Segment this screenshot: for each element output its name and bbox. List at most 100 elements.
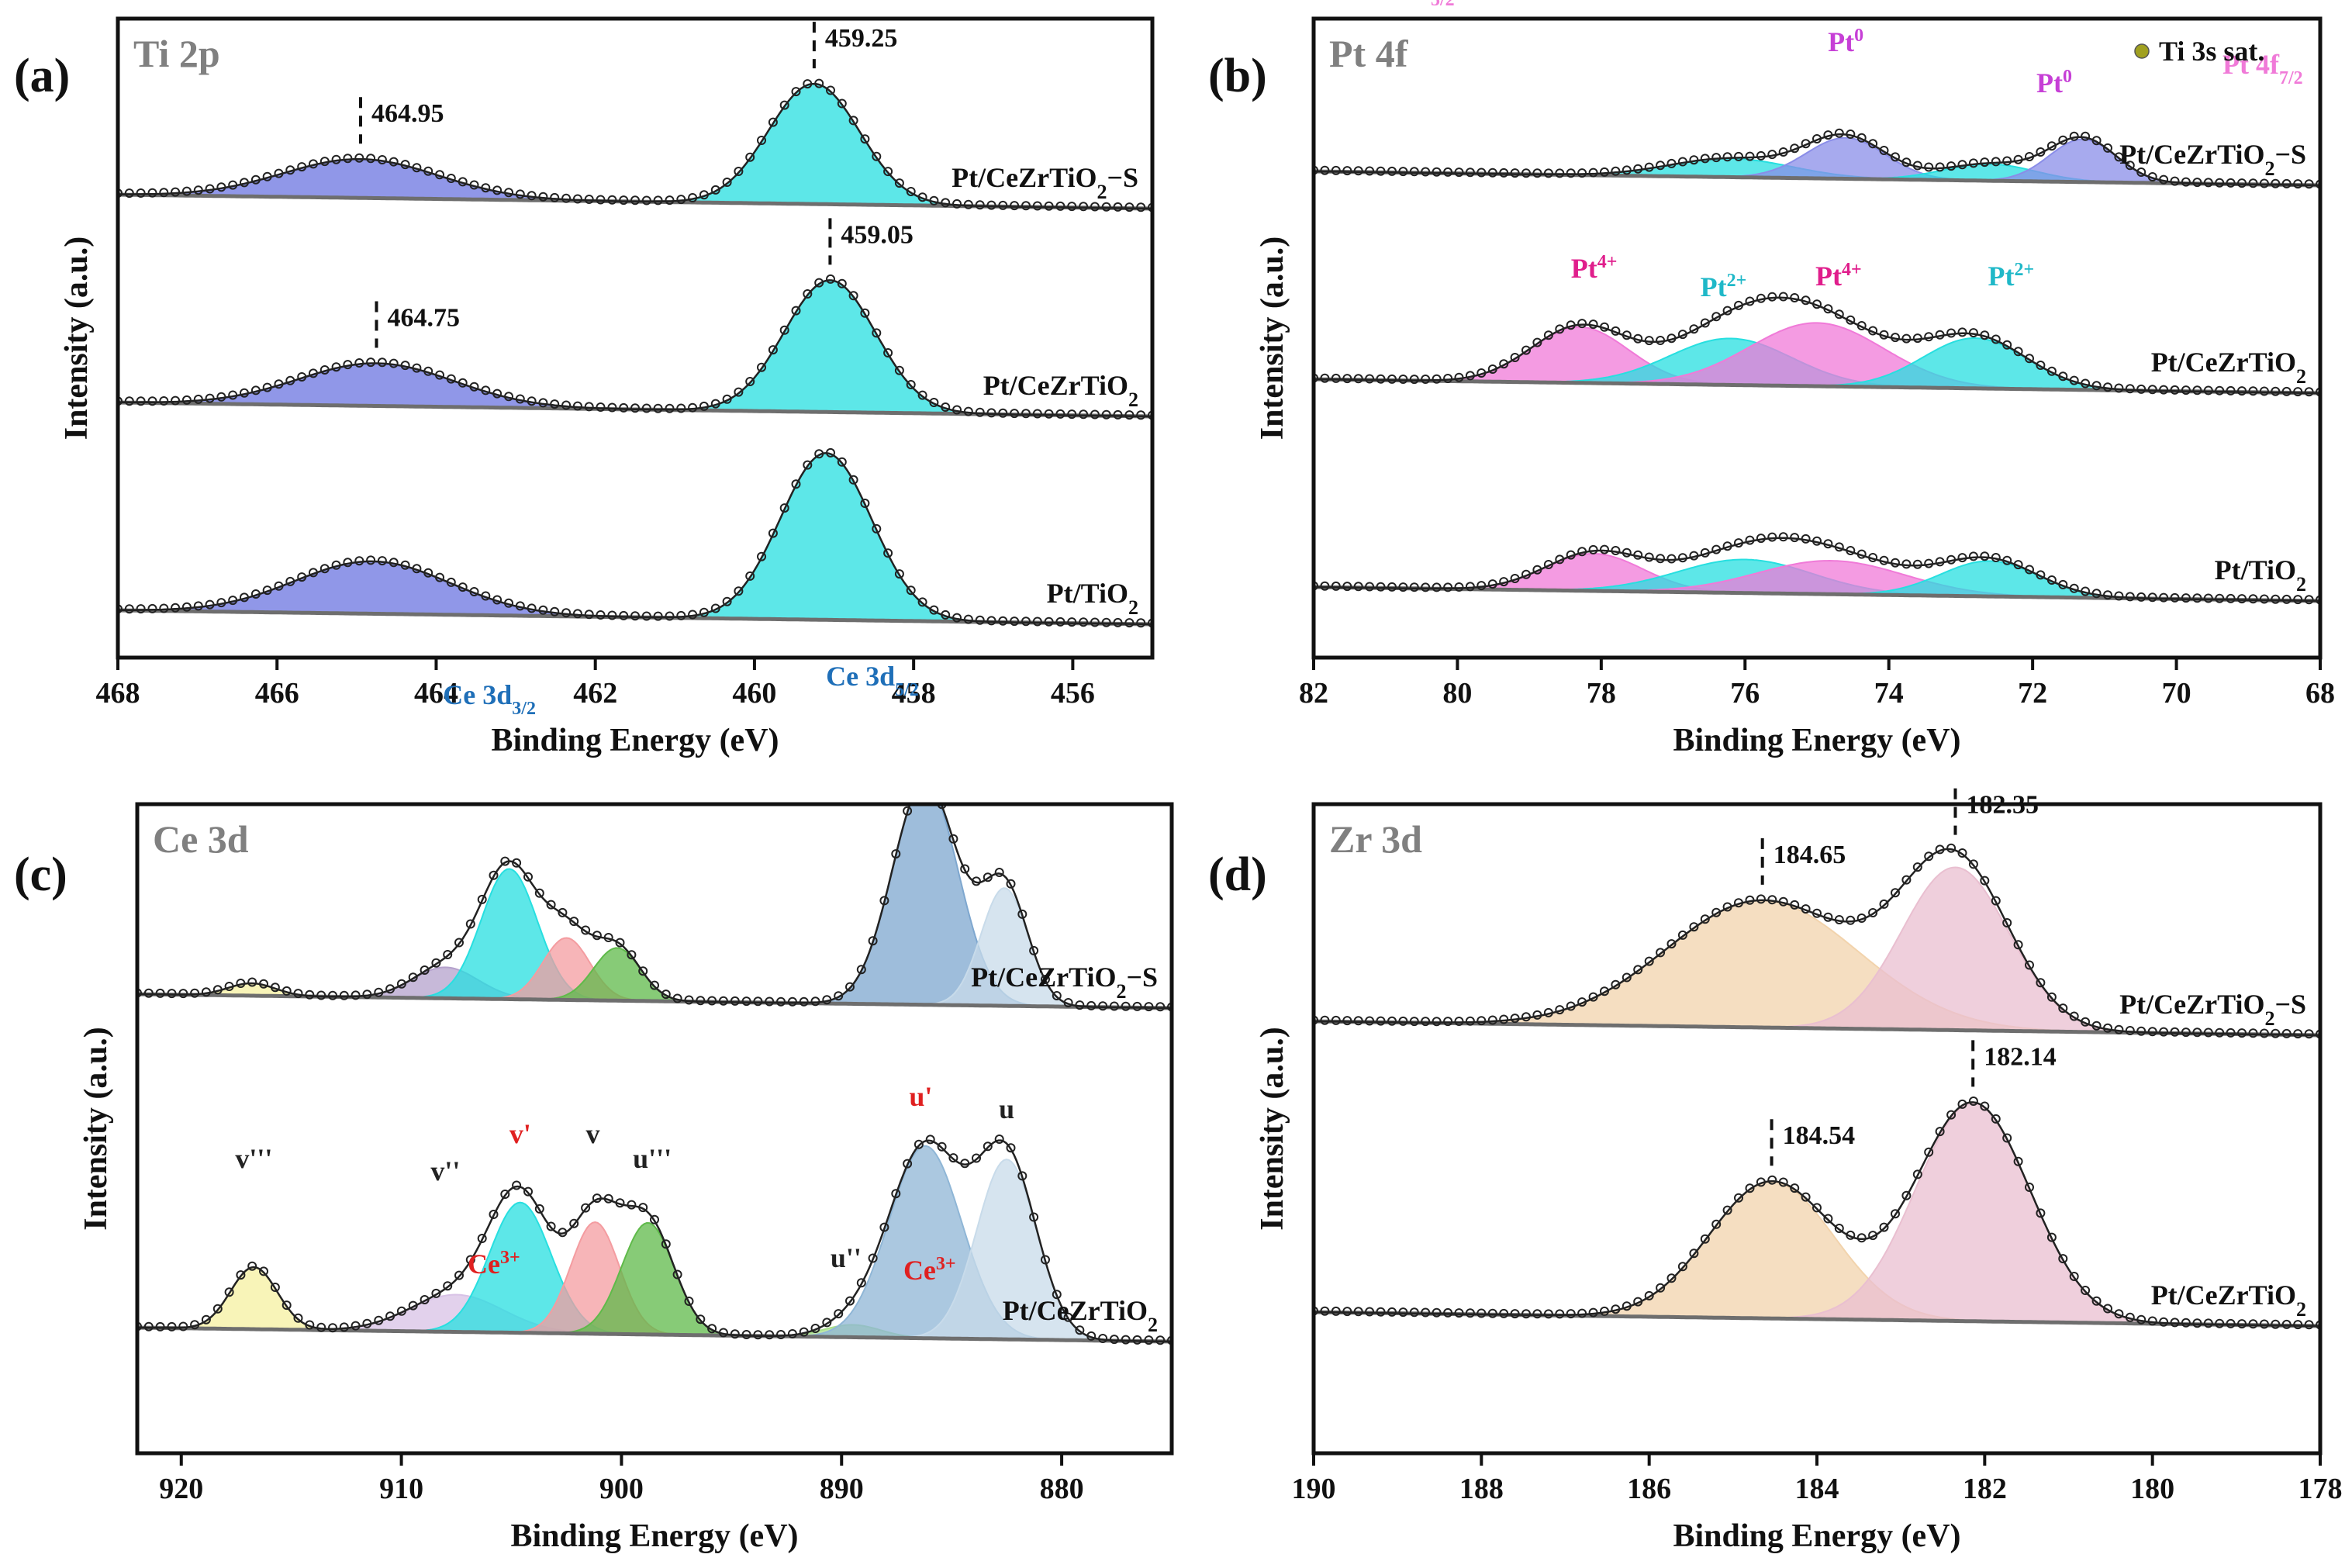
data-point: [1476, 368, 1487, 378]
annotation-text: Ce: [903, 1255, 936, 1286]
data-point: [1633, 1297, 1643, 1307]
data-point: [2103, 1023, 2112, 1033]
data-point: [1689, 324, 1699, 334]
data-point: [1801, 295, 1811, 306]
data-point: [1823, 304, 1833, 314]
data-point: [469, 180, 479, 190]
data-point: [124, 396, 134, 406]
annotation-sup: 4+: [1842, 260, 1862, 280]
sample-label-main: Pt/CeZrTiO: [2151, 1280, 2296, 1311]
peak-annotation: u': [909, 1081, 932, 1112]
data-point: [354, 358, 364, 368]
data-point: [1611, 979, 1621, 989]
peak-annotation: Pt4+: [1571, 252, 1618, 284]
data-point: [1846, 1230, 1856, 1240]
data-point: [1823, 1214, 1833, 1224]
data-point: [868, 1253, 878, 1263]
data-point: [259, 979, 268, 989]
x-tick-label: 466: [255, 677, 299, 710]
data-point: [627, 950, 637, 960]
data-point: [190, 1320, 200, 1330]
sample-label-suffix: −S: [2274, 989, 2306, 1020]
data-point: [803, 289, 813, 299]
data-point: [2147, 172, 2157, 181]
data-point: [1856, 1233, 1867, 1243]
annotation-text: Pt: [1571, 253, 1597, 284]
data-point: [1021, 409, 1031, 419]
data-point: [201, 987, 211, 997]
data-point: [2271, 386, 2281, 396]
sample-label-sub: 2: [1128, 389, 1138, 411]
data-point: [2114, 1024, 2124, 1034]
data-point: [1487, 1015, 1497, 1025]
data-point: [2271, 178, 2281, 188]
data-point: [960, 864, 970, 874]
sample-label-sub: 2: [2296, 573, 2306, 596]
data-point: [205, 393, 215, 403]
data-point: [791, 479, 801, 489]
data-point: [1342, 374, 1352, 384]
data-point: [1387, 166, 1397, 176]
data-point: [2304, 387, 2314, 397]
data-point: [2304, 179, 2314, 189]
data-point: [630, 195, 640, 205]
data-point: [998, 200, 1008, 210]
data-point: [1353, 374, 1363, 384]
data-point: [787, 1329, 797, 1338]
annotation-text: Pt: [1701, 271, 1727, 302]
data-point: [848, 475, 858, 485]
series-1: [137, 804, 1172, 1012]
data-point: [822, 995, 832, 1005]
data-point: [1398, 582, 1408, 592]
data-point: [228, 596, 238, 606]
data-point: [1677, 1262, 1687, 1272]
peak-annotation: Pt4+: [1815, 260, 1862, 292]
data-point: [1521, 345, 1531, 355]
data-point: [2248, 1028, 2258, 1038]
envelope-line: [137, 804, 1172, 1010]
data-point: [1991, 553, 2001, 562]
sample-label: Pt/CeZrTiO2−S: [2119, 139, 2306, 180]
data-point: [1778, 1177, 1788, 1187]
data-point: [1868, 139, 1878, 149]
data-point: [400, 361, 410, 371]
data-point: [2203, 385, 2213, 395]
data-point: [641, 611, 651, 621]
data-point: [1510, 353, 1520, 362]
data-point: [963, 199, 973, 209]
data-point: [2203, 593, 2213, 603]
data-point: [1924, 332, 1934, 342]
data-point: [891, 1189, 901, 1199]
data-point: [2114, 1309, 2124, 1319]
data-point: [319, 157, 330, 167]
data-point: [1588, 168, 1598, 178]
peak-annotation: u: [999, 1093, 1014, 1124]
data-point: [948, 834, 958, 844]
data-point: [2046, 992, 2057, 1002]
data-point: [1968, 158, 1978, 168]
data-point: [1465, 168, 1475, 178]
data-point: [1101, 202, 1111, 212]
data-point: [561, 193, 572, 203]
data-point: [2069, 1272, 2079, 1281]
data-point: [2237, 1319, 2247, 1329]
sample-label: Pt/CeZrTiO2: [1003, 1295, 1158, 1336]
data-point: [1700, 318, 1710, 328]
data-point: [1946, 843, 1957, 853]
data-point: [1644, 1290, 1654, 1300]
envelope-line: [137, 1139, 1172, 1343]
data-point: [546, 1221, 556, 1231]
series-2: [118, 78, 1152, 212]
data-point: [1711, 153, 1722, 163]
data-point: [619, 610, 629, 620]
annotation-text: Ce 3d: [826, 661, 895, 692]
data-point: [1499, 168, 1509, 178]
data-point: [137, 988, 142, 998]
data-point: [1666, 554, 1677, 564]
data-point: [1622, 972, 1632, 983]
data-point: [1801, 1192, 1811, 1202]
data-point: [2215, 593, 2225, 603]
data-point: [2025, 960, 2034, 970]
data-point: [2281, 178, 2292, 188]
